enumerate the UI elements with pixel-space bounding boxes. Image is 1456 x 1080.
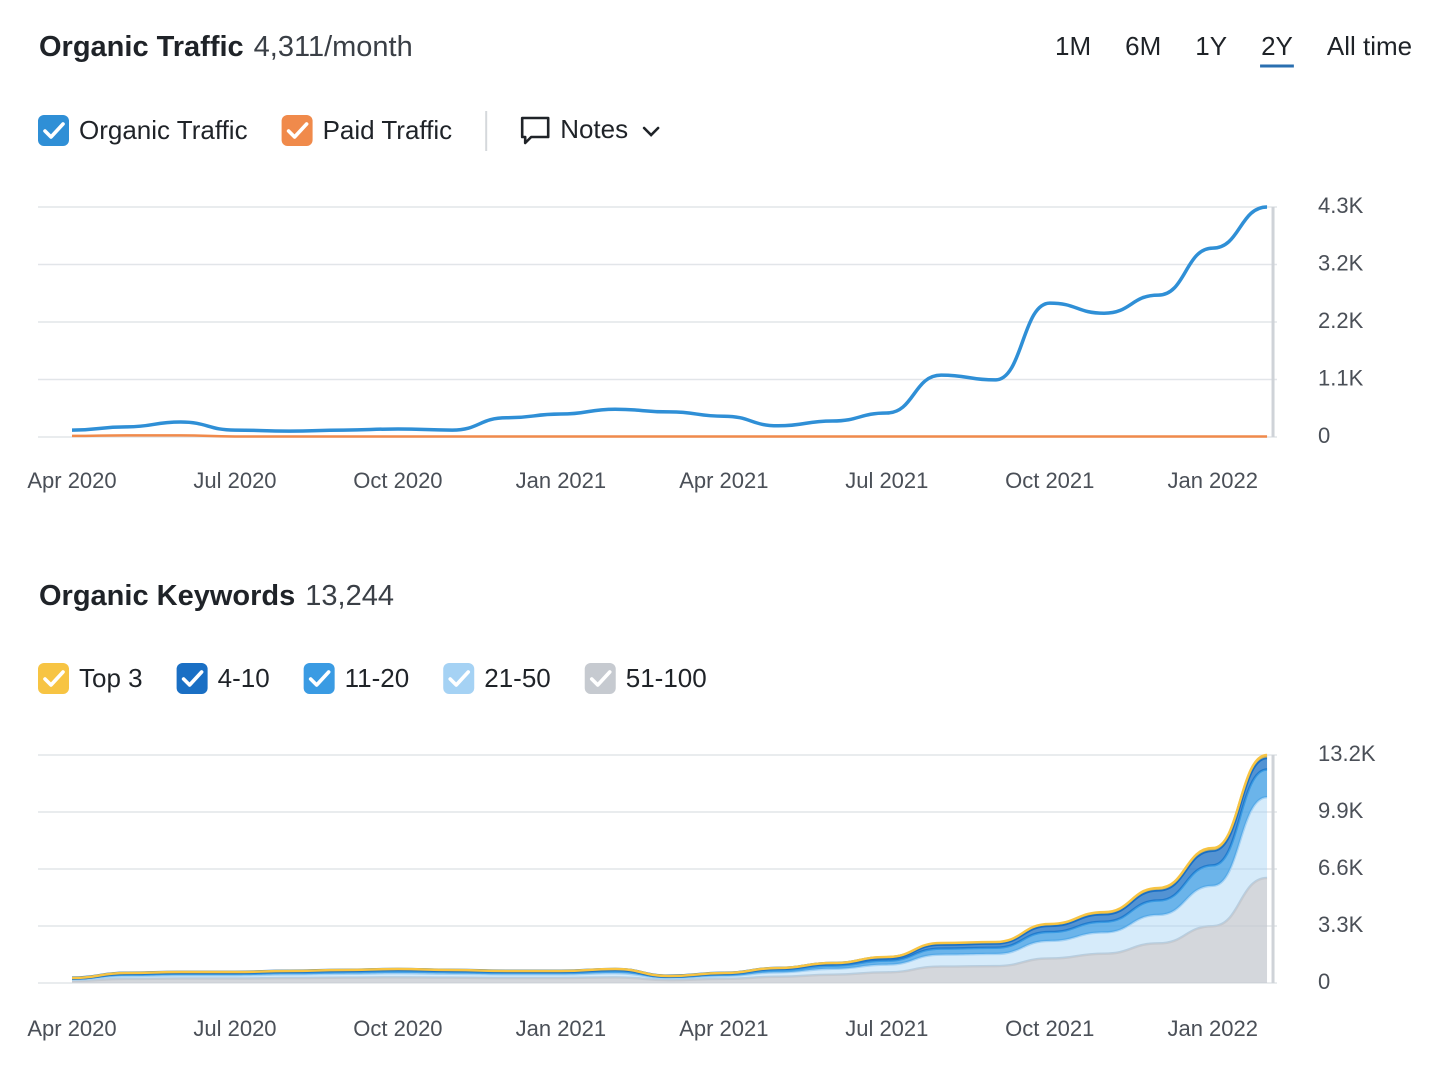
y-tick-label: 4.3K xyxy=(1318,193,1364,218)
x-tick-label: Jan 2021 xyxy=(516,468,607,493)
range-label: 6M xyxy=(1125,31,1161,61)
area-edge xyxy=(71,876,1268,983)
chart-title-text: Organic Traffic xyxy=(39,31,244,63)
y-tick-label: 6.6K xyxy=(1318,855,1364,880)
checkmark xyxy=(308,670,331,687)
legend-label: Top 3 xyxy=(79,663,143,693)
checkbox xyxy=(584,663,616,694)
legend-item[interactable]: 11-20 xyxy=(303,663,410,694)
area-edge xyxy=(71,753,1268,980)
legend-item[interactable]: Top 3 xyxy=(38,663,143,694)
chart-title-text: Organic Keywords xyxy=(39,580,295,612)
notes-button[interactable]: Notes xyxy=(520,114,660,145)
x-tick-label: Oct 2021 xyxy=(1005,468,1094,493)
x-tick-label: Oct 2020 xyxy=(353,468,442,493)
legend-item[interactable]: Paid Traffic xyxy=(281,115,453,146)
legend-label: 21-50 xyxy=(484,663,551,693)
legend-label: 4-10 xyxy=(218,663,270,693)
checkmark xyxy=(589,670,612,687)
notes-chevron xyxy=(642,126,660,137)
stacked-area xyxy=(72,877,1268,983)
x-tick-label: Apr 2020 xyxy=(27,468,116,493)
chart-title: Organic Traffic 4,311/month xyxy=(39,31,413,63)
checkmark xyxy=(43,122,65,139)
x-tick-label: Oct 2021 xyxy=(1005,1016,1094,1041)
x-tick-label: Apr 2021 xyxy=(679,468,768,493)
y-tick-label: 0 xyxy=(1318,969,1330,994)
x-tick-label: Jan 2021 xyxy=(516,1016,607,1041)
y-tick-label: 2.2K xyxy=(1318,308,1364,333)
range-label: All time xyxy=(1327,31,1412,61)
x-tick-label: Jul 2021 xyxy=(845,468,928,493)
x-tick-label: Jul 2021 xyxy=(845,1016,928,1041)
x-tick-label: Jan 2022 xyxy=(1167,468,1258,493)
chart-subtitle: 13,244 xyxy=(305,580,394,612)
legend-label: Organic Traffic xyxy=(79,115,248,145)
legend-item[interactable]: 51-100 xyxy=(584,663,707,694)
y-tick-label: 3.2K xyxy=(1318,250,1364,275)
x-tick-label: Jan 2022 xyxy=(1167,1016,1258,1041)
series-line xyxy=(71,205,1268,433)
checkbox xyxy=(303,663,335,694)
range-button[interactable]: 6M xyxy=(1125,31,1161,61)
x-tick-label: Jul 2020 xyxy=(193,468,276,493)
checkmark xyxy=(448,670,471,687)
chart-title: Organic Keywords 13,244 xyxy=(39,580,394,612)
range-button[interactable]: All time xyxy=(1327,31,1412,61)
legend-item[interactable]: 4-10 xyxy=(176,663,270,694)
legend-item[interactable]: 21-50 xyxy=(443,663,551,694)
notes-icon xyxy=(520,116,550,145)
y-tick-label: 1.1K xyxy=(1318,365,1364,390)
range-label: 2Y xyxy=(1261,31,1293,61)
x-tick-label: Apr 2021 xyxy=(679,1016,768,1041)
range-button[interactable]: 1Y xyxy=(1195,31,1227,61)
y-tick-label: 3.3K xyxy=(1318,912,1364,937)
checkbox xyxy=(443,663,475,694)
range-label: 1Y xyxy=(1195,31,1227,61)
series-line xyxy=(71,434,1268,438)
checkbox xyxy=(176,663,208,694)
y-tick-label: 0 xyxy=(1318,423,1330,448)
chart-subtitle: 4,311/month xyxy=(254,31,413,63)
legend-label: 51-100 xyxy=(626,663,707,693)
checkmark xyxy=(43,670,65,687)
x-tick-label: Jul 2020 xyxy=(193,1016,276,1041)
checkbox xyxy=(281,115,313,146)
checkbox xyxy=(38,663,69,694)
notes-label: Notes xyxy=(560,114,628,144)
checkmark xyxy=(181,670,204,687)
y-tick-label: 13.2K xyxy=(1318,741,1376,766)
legend-label: Paid Traffic xyxy=(323,115,453,145)
x-tick-label: Apr 2020 xyxy=(27,1016,116,1041)
legend-item[interactable]: Organic Traffic xyxy=(38,115,248,146)
checkbox xyxy=(38,115,69,146)
x-tick-label: Oct 2020 xyxy=(353,1016,442,1041)
checkmark xyxy=(286,122,309,139)
legend-label: 11-20 xyxy=(345,663,410,693)
y-tick-label: 9.9K xyxy=(1318,798,1364,823)
range-button[interactable]: 2Y xyxy=(1260,31,1294,68)
range-label: 1M xyxy=(1055,31,1091,61)
range-button[interactable]: 1M xyxy=(1055,31,1091,61)
